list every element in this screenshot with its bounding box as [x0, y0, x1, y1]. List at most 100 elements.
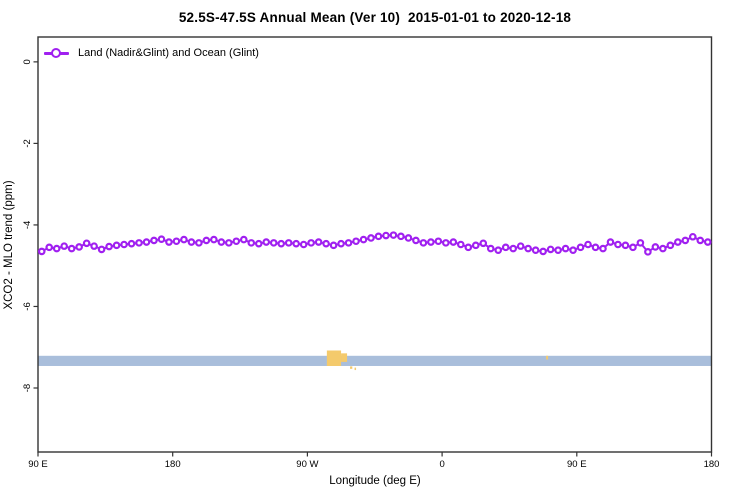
data-point-marker: [486, 244, 495, 253]
data-point-marker: [584, 240, 592, 249]
data-point-marker: [232, 237, 241, 246]
data-point-marker: [195, 239, 203, 247]
data-point-marker: [352, 237, 360, 246]
data-point-marker: [464, 243, 473, 252]
x-tick-label: 180: [704, 459, 720, 470]
legend: Land (Nadir&Glint) and Ocean (Glint): [44, 46, 259, 60]
data-point-marker: [187, 238, 196, 246]
plot-border: [37, 36, 713, 453]
x-tick-label: 90 E: [28, 459, 48, 470]
surface-strip-land: [546, 355, 549, 360]
data-point-marker: [591, 243, 600, 252]
surface-strip-land: [326, 350, 342, 366]
data-point-marker: [412, 236, 420, 245]
legend-swatch: [44, 47, 69, 60]
data-point-marker: [239, 235, 248, 244]
data-point-marker: [292, 239, 300, 248]
data-point-marker: [561, 244, 570, 253]
data-point-marker: [337, 239, 345, 248]
data-point-marker: [471, 241, 480, 250]
data-point-marker: [120, 240, 128, 249]
data-point-marker: [135, 239, 143, 247]
data-point-marker: [322, 239, 330, 248]
x-tick-label: 180: [165, 459, 181, 470]
data-point-marker: [127, 239, 136, 248]
data-point-marker: [217, 238, 226, 246]
data-point-marker: [696, 236, 705, 245]
data-point-marker: [67, 244, 76, 253]
data-point-marker: [427, 238, 435, 246]
y-tick-label: -6: [22, 302, 33, 310]
data-point-marker: [688, 232, 697, 241]
data-point-marker: [449, 238, 458, 246]
data-point-marker: [636, 239, 645, 247]
data-point-marker: [254, 239, 263, 248]
surface-strip-land: [341, 353, 348, 362]
data-point-marker: [494, 246, 503, 255]
data-point-marker: [307, 239, 315, 247]
data-point-marker: [299, 240, 308, 249]
data-point-marker: [614, 240, 622, 249]
data-point-marker: [284, 239, 293, 247]
data-point-marker: [674, 238, 682, 246]
data-point-marker: [202, 236, 211, 245]
y-tick-label: -2: [22, 139, 33, 147]
data-point-marker: [434, 237, 443, 246]
data-point-marker: [516, 242, 525, 250]
data-point-marker: [539, 247, 547, 256]
data-point-marker: [90, 242, 98, 250]
y-tick-label: -4: [22, 221, 33, 229]
legend-label: Land (Nadir&Glint) and Ocean (Glint): [78, 47, 259, 59]
chart-title: 52.5S-47.5S Annual Mean (Ver 10) 2015-01…: [178, 10, 572, 25]
data-point-marker: [644, 248, 652, 256]
data-point-marker: [45, 243, 54, 252]
data-point-marker: [524, 244, 532, 253]
data-point-marker: [397, 232, 405, 241]
data-point-marker: [404, 234, 413, 242]
data-point-marker: [666, 241, 675, 250]
data-point-marker: [329, 241, 338, 250]
data-point-marker: [269, 239, 278, 247]
y-tick-label: 0: [22, 59, 33, 64]
y-axis-title: XCO2 - MLO trend (ppm): [3, 180, 15, 310]
data-point-marker: [576, 243, 585, 252]
data-point-marker: [75, 243, 83, 251]
data-point-marker: [150, 236, 158, 245]
data-point-marker: [389, 231, 398, 239]
data-point-marker: [97, 245, 106, 254]
data-point-marker: [419, 239, 428, 247]
data-point-marker: [180, 235, 188, 244]
data-point-marker: [501, 243, 510, 252]
data-point-marker: [479, 239, 488, 248]
data-point-marker: [554, 246, 562, 255]
data-point-marker: [112, 241, 121, 250]
surface-strip-land: [354, 367, 357, 371]
data-point-marker: [546, 245, 555, 254]
data-point-marker: [382, 231, 390, 240]
x-axis-title: Longitude (deg E): [329, 475, 421, 487]
data-point-marker: [225, 239, 233, 247]
data-point-marker: [37, 247, 46, 256]
legend-circle-marker-icon: [51, 47, 61, 58]
data-point-marker: [82, 239, 91, 248]
data-point-marker: [531, 246, 540, 255]
data-point-marker: [262, 238, 271, 246]
data-point-marker: [651, 243, 660, 251]
surface-strip-land: [350, 366, 353, 369]
data-point-marker: [247, 239, 256, 247]
data-point-marker: [659, 244, 667, 253]
data-point-marker: [210, 235, 218, 244]
data-point-marker: [142, 238, 151, 246]
data-point-marker: [621, 241, 630, 250]
data-point-marker: [157, 235, 166, 244]
x-tick-label: 0: [439, 459, 444, 470]
data-point-marker: [569, 246, 577, 255]
data-point-marker: [344, 239, 353, 247]
data-point-marker: [509, 244, 517, 253]
data-point-marker: [442, 239, 450, 247]
data-point-marker: [367, 234, 375, 242]
y-tick-label: -8: [22, 384, 33, 392]
data-point-marker: [599, 244, 607, 253]
